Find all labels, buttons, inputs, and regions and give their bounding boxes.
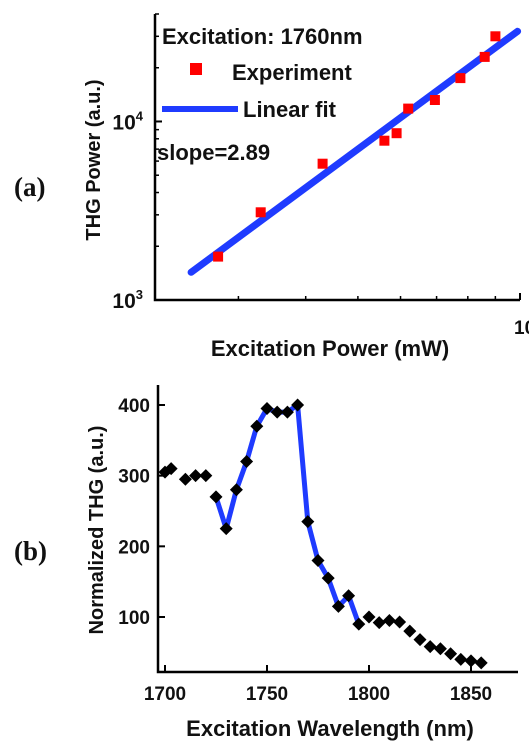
thg-data-point <box>209 490 223 504</box>
x-tick-label: 1750 <box>246 684 288 705</box>
thg-data-point <box>403 624 417 638</box>
thg-data-point <box>342 589 356 603</box>
thg-data-point <box>444 647 458 661</box>
x-tick-label: 1700 <box>144 684 186 705</box>
panel-b: (b) 100 200 300 400 1700 1750 1800 1850 Normali… <box>14 385 518 741</box>
legend-experiment-marker <box>190 63 202 75</box>
thg-data-point <box>474 656 488 670</box>
y-tick-label: 104 <box>112 108 143 134</box>
panel-a-label: (a) <box>14 172 45 202</box>
panel-a: (a) 103 104 10 Excitation: 1760nm Experime… <box>14 13 529 361</box>
thg-data-point <box>291 398 305 412</box>
thg-data-point <box>372 616 386 630</box>
y-tick-label: 400 <box>118 396 150 417</box>
thg-data-point <box>178 472 192 486</box>
thg-spectrum-line <box>213 402 362 627</box>
experiment-point <box>479 51 490 62</box>
thg-data-point <box>229 483 243 497</box>
experiment-point <box>429 95 440 105</box>
thg-data-point <box>423 640 437 654</box>
y-tick-label: 300 <box>118 467 150 488</box>
thg-data-point <box>199 469 213 483</box>
thg-data-point <box>362 610 376 624</box>
experiment-point <box>455 73 466 84</box>
thg-data-point <box>321 571 335 585</box>
y-tick-label: 200 <box>118 537 150 558</box>
thg-data-point <box>413 633 427 647</box>
thg-data-point <box>433 642 447 656</box>
panel-b-label: (b) <box>14 536 47 566</box>
thg-data-point <box>464 654 478 668</box>
x-tick-label: 1850 <box>450 684 492 705</box>
thg-data-point <box>219 522 233 536</box>
experiment-point <box>213 251 224 262</box>
thg-data-point <box>164 462 178 476</box>
panel-a-xlabel: Excitation Power (mW) <box>211 336 449 361</box>
thg-data-point <box>382 614 396 628</box>
panel-a-annotation: Excitation: 1760nm <box>162 24 363 49</box>
experiment-point <box>391 128 402 139</box>
thg-data-point <box>260 402 274 416</box>
panel-a-ylabel: THG Power (a.u.) <box>83 79 105 240</box>
panel-b-xlabel: Excitation Wavelength (nm) <box>186 716 474 741</box>
x-tick-label: 10 <box>514 318 529 339</box>
legend-experiment-label: Experiment <box>232 60 352 85</box>
thg-data-point <box>393 615 407 629</box>
thg-data-point <box>454 652 468 666</box>
experiment-point <box>317 158 328 169</box>
thg-data-point <box>250 419 264 433</box>
y-tick-label: 103 <box>112 287 143 313</box>
panel-b-axes <box>156 385 518 674</box>
x-tick-label: 1800 <box>348 684 390 705</box>
experiment-point <box>403 103 414 114</box>
y-tick-label: 100 <box>118 608 150 629</box>
panel-a-slope-label: slope=2.89 <box>157 140 270 165</box>
panel-b-ylabel: Normalized THG (a.u.) <box>86 426 108 635</box>
thg-data-point <box>189 469 203 483</box>
linear-fit-line <box>187 27 522 276</box>
experiment-point <box>490 31 501 42</box>
thg-data-point <box>270 405 284 419</box>
thg-data-point <box>311 553 325 567</box>
thg-data-point <box>240 455 254 469</box>
thg-data-point <box>331 599 345 613</box>
thg-data-point <box>280 405 294 419</box>
experiment-point <box>379 135 390 146</box>
thg-data-point <box>352 617 366 631</box>
thg-data-point <box>301 515 315 529</box>
experiment-point <box>255 207 266 218</box>
legend-linear-fit-label: Linear fit <box>243 97 337 122</box>
